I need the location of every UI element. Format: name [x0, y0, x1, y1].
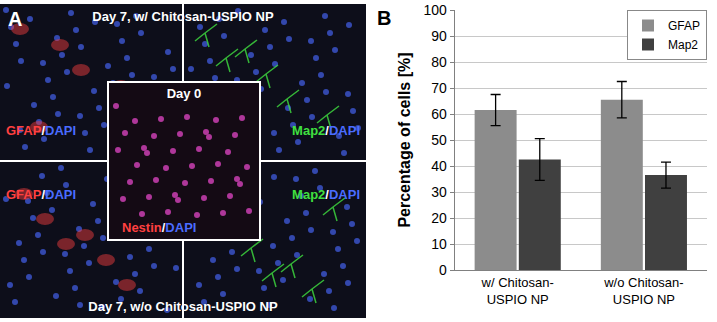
svg-text:Map2/DAPI: Map2/DAPI [292, 123, 360, 138]
svg-text:50: 50 [431, 132, 447, 148]
svg-text:Nestin/DAPI: Nestin/DAPI [122, 220, 196, 235]
svg-text:Percentage of cells [%]: Percentage of cells [%] [396, 52, 413, 227]
svg-text:100: 100 [423, 2, 447, 18]
svg-text:0: 0 [439, 262, 447, 278]
svg-text:20: 20 [431, 210, 447, 226]
svg-text:70: 70 [431, 80, 447, 96]
svg-text:Day 0: Day 0 [167, 86, 202, 101]
svg-text:A: A [8, 8, 22, 30]
svg-text:B: B [377, 7, 391, 29]
svg-text:80: 80 [431, 54, 447, 70]
svg-text:60: 60 [431, 106, 447, 122]
svg-text:30: 30 [431, 184, 447, 200]
svg-text:40: 40 [431, 158, 447, 174]
svg-text:GFAP/DAPI: GFAP/DAPI [6, 123, 76, 138]
svg-text:10: 10 [431, 236, 447, 252]
svg-text:Map2: Map2 [668, 38, 698, 52]
svg-text:GFAP/DAPI: GFAP/DAPI [6, 187, 76, 202]
svg-text:w/ Chitosan-USPIO NP: w/ Chitosan-USPIO NP [481, 275, 554, 307]
svg-text:Day 7, w/ Chitosan-USPIO NP: Day 7, w/ Chitosan-USPIO NP [92, 9, 274, 24]
svg-text:Day 7, w/o Chitosan-USPIO NP: Day 7, w/o Chitosan-USPIO NP [88, 299, 278, 314]
svg-text:w/o Chitosan-USPIO NP: w/o Chitosan-USPIO NP [603, 275, 683, 307]
svg-text:Map2/DAPI: Map2/DAPI [292, 187, 360, 202]
svg-text:90: 90 [431, 28, 447, 44]
svg-text:GFAP: GFAP [668, 19, 700, 33]
